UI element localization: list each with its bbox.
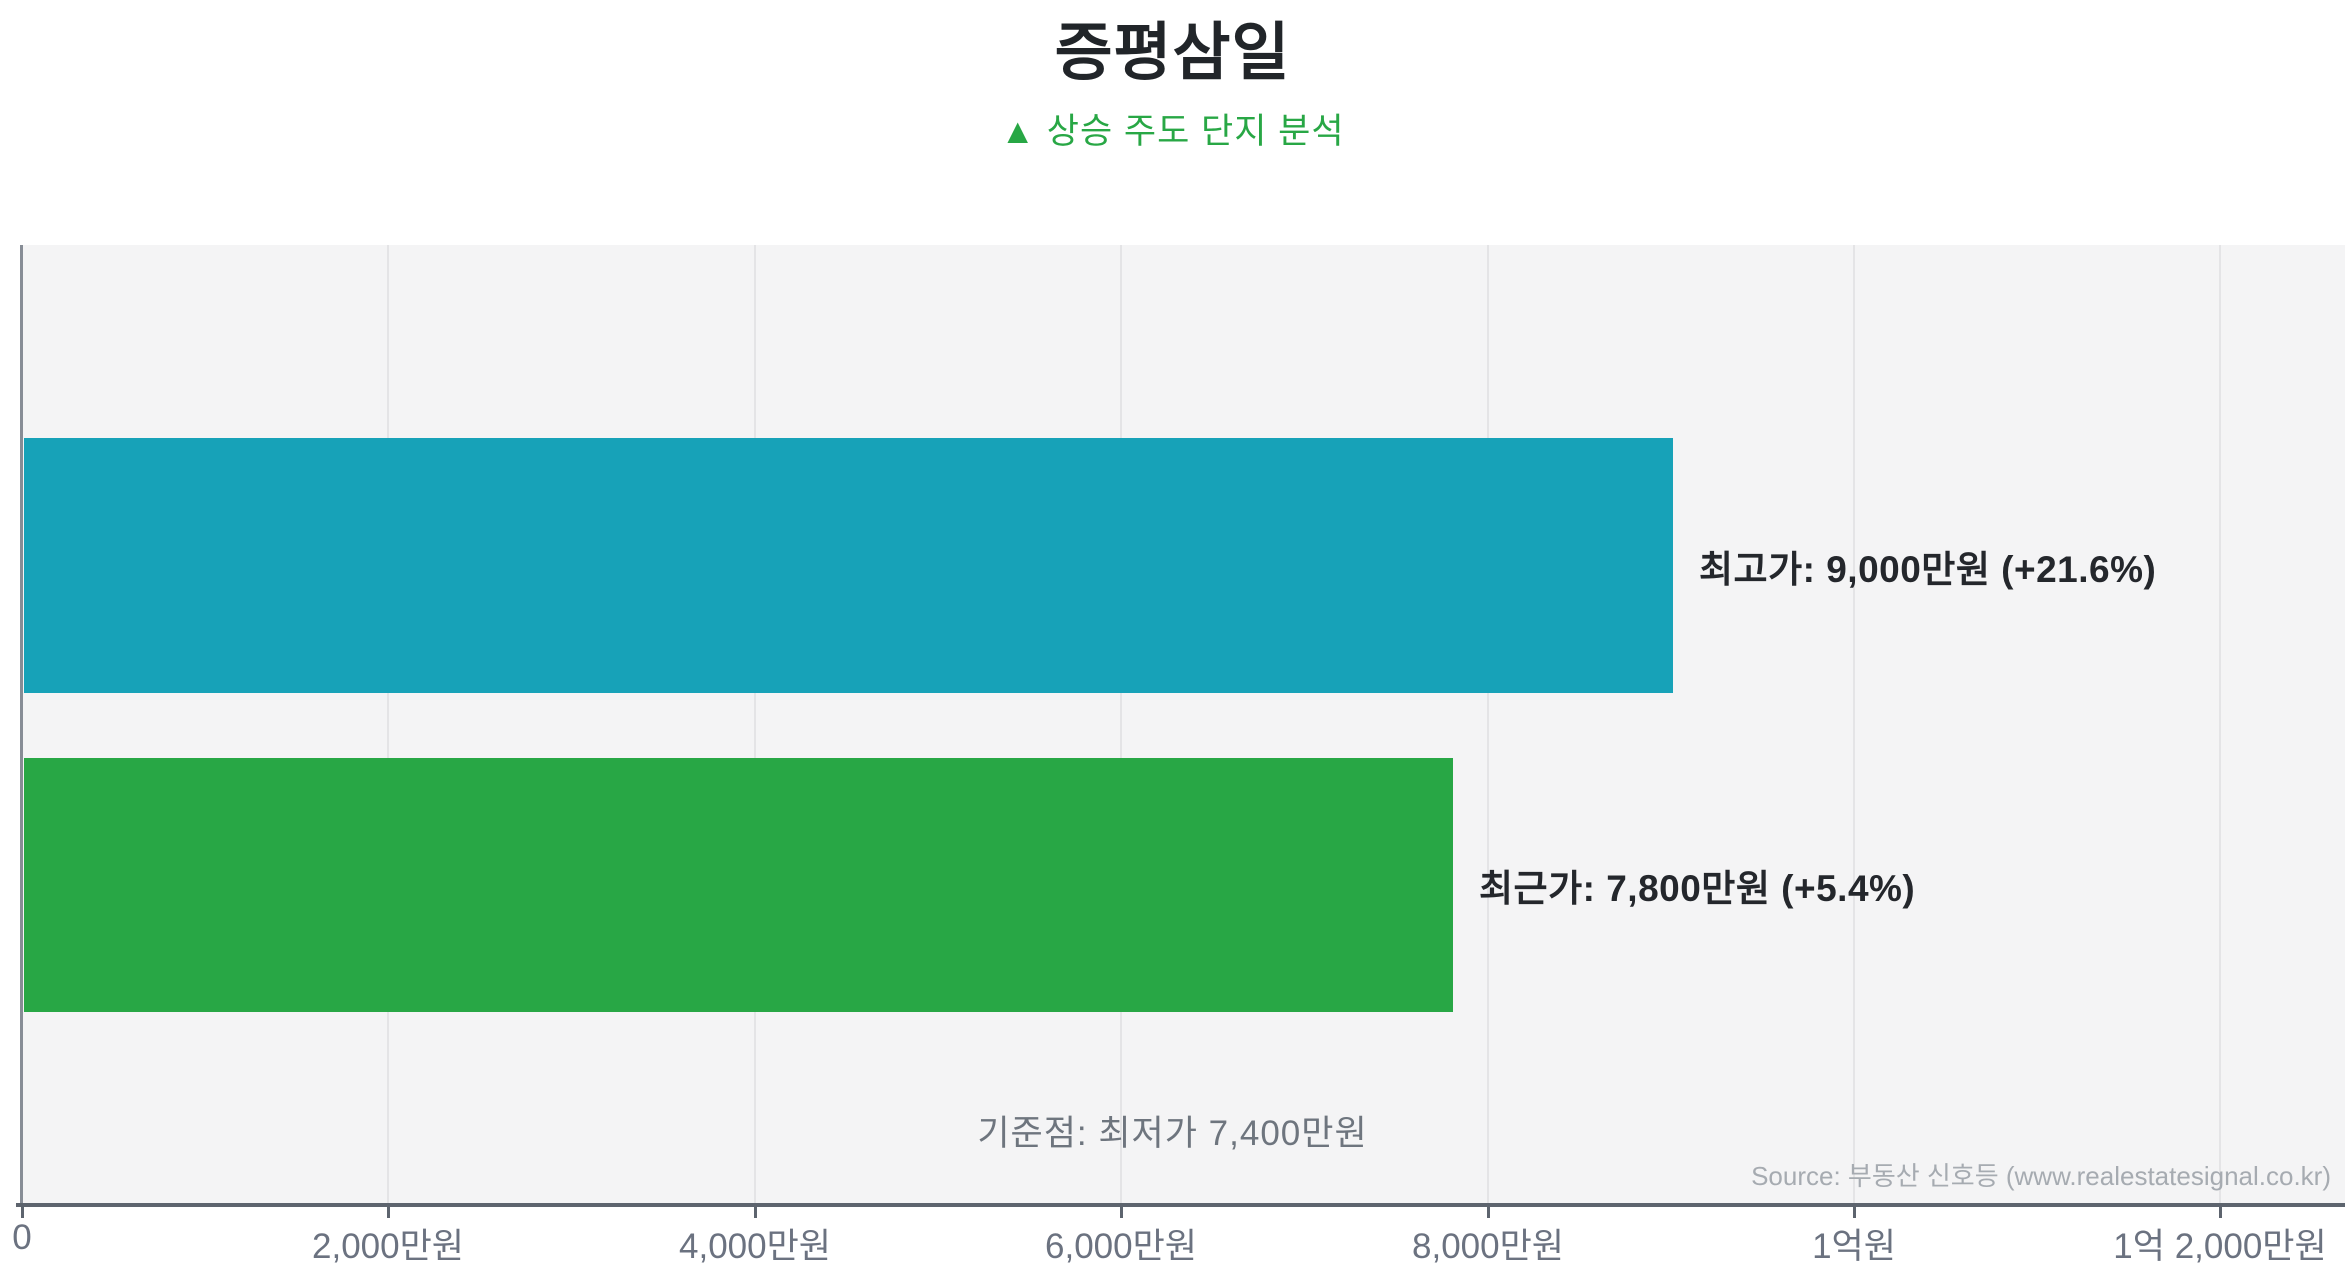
source-note: Source: 부동산 신호등 (www.realestatesignal.co… [1751,1161,2331,1191]
x-tick-label: 1억원 [1812,1227,1896,1266]
x-tick-label: 6,000만원 [1045,1227,1197,1266]
plot-area: 최고가: 9,000만원 (+21.6%) 최근가: 7,800만원 (+5.4… [22,245,2345,1205]
gridline [754,245,756,1205]
x-tick-mark [1853,1207,1856,1218]
x-tick-mark [754,1207,757,1218]
x-tick-mark [2219,1207,2222,1218]
x-tick-label: 8,000만원 [1412,1227,1564,1266]
bar-label-recent-price: 최근가: 7,800만원 (+5.4%) [1479,868,1916,909]
chart-subtitle: ▲ 상승 주도 단지 분석 [1000,112,1345,151]
bar-label-highest-price: 최고가: 9,000만원 (+21.6%) [1699,548,2157,590]
bar-highest-price [24,438,1673,693]
gridline [1120,245,1122,1205]
x-tick-mark [387,1207,390,1218]
x-tick-label: 0 [12,1218,32,1257]
gridline [1853,245,1855,1205]
gridline [1487,245,1489,1205]
baseline-annotation: 기준점: 최저가 7,400만원 [977,1114,1368,1153]
x-tick-mark [21,1207,24,1218]
gridline [2219,245,2221,1205]
bar-row-highest-price: 최고가: 9,000만원 (+21.6%) [24,438,2345,693]
x-tick-mark [1487,1207,1490,1218]
y-axis-line [20,245,23,1206]
chart-title: 증평삼일 [1054,18,1291,88]
gridline [387,245,389,1205]
x-tick-label: 2,000만원 [312,1227,464,1266]
x-tick-mark [1120,1207,1123,1218]
bar-recent-price [24,758,1453,1012]
x-tick-label: 4,000만원 [679,1227,831,1266]
x-tick-label: 1억 2,000만원 [2113,1227,2327,1266]
x-axis-line [16,1203,2345,1207]
bar-row-recent-price: 최근가: 7,800만원 (+5.4%) [24,758,2345,1012]
